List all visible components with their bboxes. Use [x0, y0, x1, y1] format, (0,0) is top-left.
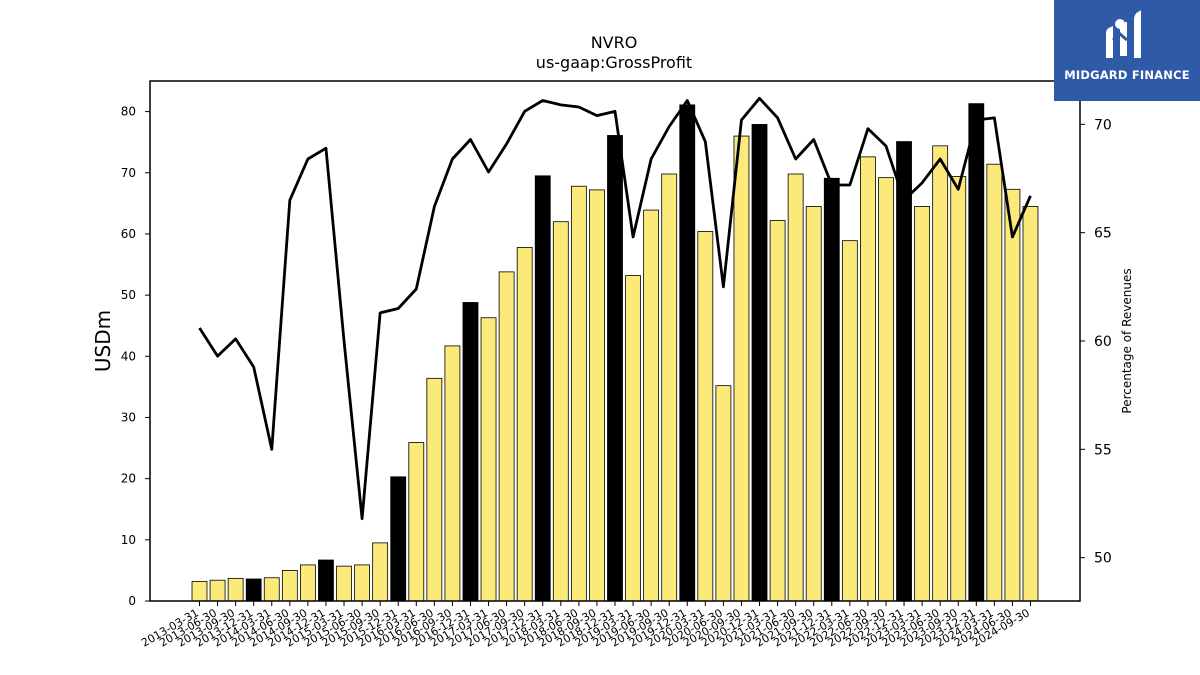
- bar-2022-12-31: [896, 141, 912, 602]
- bar-2015-12-31: [390, 476, 407, 602]
- bar-2021-12-31: [823, 177, 840, 602]
- bar-2017-06-30: [498, 271, 515, 602]
- bar-2018-09-30: [589, 189, 605, 602]
- bar-2023-12-31: [968, 103, 985, 602]
- bar-2019-06-30: [643, 209, 660, 602]
- y2-axis-label: Percentage of Revenues: [1120, 268, 1134, 413]
- bar-2020-06-30: [715, 385, 732, 602]
- brand-logo: MIDGARD FINANCE: [1054, 0, 1200, 101]
- bar-2016-09-30: [444, 345, 461, 602]
- bar-2023-03-31: [914, 206, 931, 602]
- bar-2017-12-31: [534, 175, 551, 602]
- bar-2014-03-31: [263, 577, 280, 602]
- bar-2015-09-30: [372, 542, 389, 602]
- bars-layer: [191, 103, 1039, 602]
- chart-subtitle: us-gaap:GrossProfit: [535, 53, 693, 72]
- brand-name: MIDGARD FINANCE: [1064, 68, 1190, 82]
- bar-2020-12-31: [751, 124, 768, 602]
- y-axis-label: USDm: [91, 310, 115, 372]
- bar-2019-09-30: [661, 173, 678, 602]
- bar-2019-12-31: [679, 104, 696, 602]
- bar-2014-09-30: [299, 564, 316, 602]
- bar-2013-12-31: [245, 578, 262, 602]
- y-axis-right: 50 55 60 65 70: [1080, 117, 1112, 567]
- bar-2022-06-30: [860, 156, 876, 602]
- bar-2024-09-30: [1022, 206, 1039, 602]
- y-tick-label: 20: [121, 472, 136, 486]
- bar-2013-06-30: [209, 579, 226, 602]
- line-layer: [198, 96, 1032, 521]
- y-axis-left: 0 10 20 30 40 50 60 70 80: [121, 105, 150, 608]
- y2-tick-label: 65: [1094, 226, 1112, 242]
- bar-2017-03-31: [480, 317, 497, 602]
- x-axis: 2013-03-312013-06-302013-09-302013-12-31…: [139, 601, 1032, 650]
- bar-2024-06-30: [1004, 188, 1021, 602]
- bar-2021-06-30: [787, 173, 804, 602]
- bar-2024-03-31: [986, 163, 1003, 602]
- bar-2015-06-30: [354, 564, 370, 602]
- bar-2013-03-31: [191, 581, 208, 602]
- bar-2016-03-31: [408, 442, 425, 602]
- y-tick-label: 50: [121, 288, 136, 302]
- bar-2023-06-30: [932, 145, 949, 602]
- bar-2014-12-31: [318, 559, 334, 602]
- bar-2023-09-30: [950, 176, 967, 602]
- y-tick-label: 0: [128, 594, 136, 608]
- bar-2015-03-31: [336, 565, 352, 602]
- y2-tick-label: 50: [1094, 551, 1112, 567]
- bar-2022-09-30: [878, 177, 894, 602]
- y2-tick-label: 70: [1094, 117, 1112, 133]
- y2-tick-label: 60: [1094, 334, 1112, 350]
- chart-title: NVRO: [590, 33, 638, 52]
- bar-2019-03-31: [625, 275, 641, 602]
- y-tick-label: 70: [121, 166, 136, 180]
- bar-2013-09-30: [227, 577, 244, 602]
- bar-2021-03-31: [769, 220, 786, 602]
- midgard-finance-logo-icon: [1106, 10, 1141, 58]
- y-tick-label: 80: [121, 105, 136, 119]
- y-tick-label: 60: [121, 227, 136, 241]
- y2-tick-label: 55: [1094, 442, 1112, 458]
- bar-2020-03-31: [697, 231, 714, 602]
- series-line-percentage: [198, 96, 1032, 521]
- bar-2018-03-31: [552, 221, 569, 602]
- y-tick-label: 40: [121, 349, 136, 363]
- y-tick-label: 30: [121, 410, 136, 424]
- bar-2016-12-31: [462, 302, 479, 602]
- bar-2017-09-30: [516, 246, 533, 602]
- y-tick-label: 10: [121, 533, 136, 547]
- bar-2020-09-30: [733, 135, 750, 602]
- bar-2021-09-30: [805, 206, 822, 602]
- bar-2018-12-31: [607, 135, 623, 602]
- bar-2018-06-30: [570, 185, 587, 602]
- bar-2014-06-30: [281, 570, 298, 602]
- bar-2022-03-31: [841, 240, 858, 602]
- bar-2016-06-30: [426, 377, 443, 602]
